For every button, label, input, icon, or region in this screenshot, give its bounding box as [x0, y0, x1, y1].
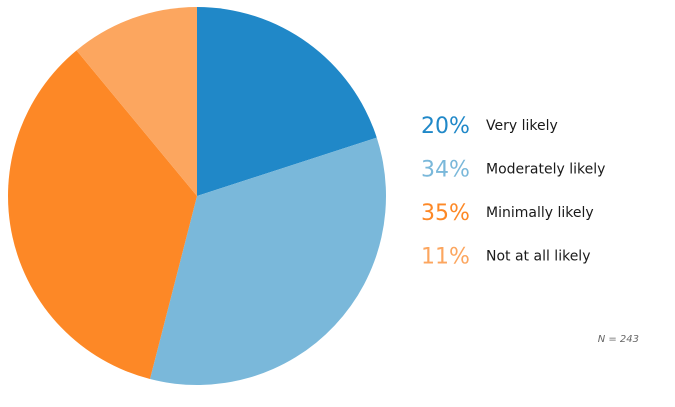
pie-slice-minimally-likely — [7, 50, 197, 380]
legend-value-moderately-likely: 34% — [421, 158, 470, 183]
pie-slice-moderately-likely — [149, 137, 386, 385]
pie-slice-very-likely — [197, 7, 377, 196]
legend-label-very-likely: Very likely — [486, 118, 558, 134]
legend: 20% Very likely 34% Moderately likely 35% Min… — [421, 114, 605, 270]
legend-value-very-likely: 20% — [421, 114, 470, 139]
legend-value-minimally-likely: 35% — [421, 201, 470, 226]
legend-label-minimally-likely: Minimally likely — [486, 205, 594, 221]
sample-size-note: N = 243 — [598, 334, 639, 345]
pie-slice-not-at-all-likely — [76, 7, 197, 196]
pie-slices — [7, 7, 386, 385]
legend-label-not-at-all-likely: Not at all likely — [486, 249, 590, 265]
legend-value-not-at-all-likely: 11% — [421, 245, 470, 270]
legend-label-moderately-likely: Moderately likely — [486, 162, 605, 178]
